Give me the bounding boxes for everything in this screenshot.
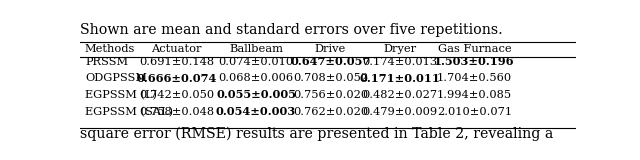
Text: 0.762±0.020: 0.762±0.020 [293,107,368,117]
Text: 0.174±0.013: 0.174±0.013 [362,57,438,67]
Text: 0.171±0.011: 0.171±0.011 [360,73,440,84]
Text: 0.055±0.005: 0.055±0.005 [216,89,296,100]
Text: 0.647±0.057: 0.647±0.057 [291,56,371,67]
Text: EGPSSM (L): EGPSSM (L) [85,90,157,100]
Text: 0.068±0.006: 0.068±0.006 [218,73,294,83]
Text: 0.074±0.010: 0.074±0.010 [218,57,294,67]
Text: Drive: Drive [315,44,346,54]
Text: 0.758±0.048: 0.758±0.048 [139,107,214,117]
Text: 0.742±0.050: 0.742±0.050 [139,90,214,100]
Text: Methods: Methods [85,44,135,54]
Text: PRSSM: PRSSM [85,57,128,67]
Text: ODGPSSM: ODGPSSM [85,73,147,83]
Text: 0.708±0.052: 0.708±0.052 [293,73,368,83]
Text: 1.704±0.560: 1.704±0.560 [436,73,512,83]
Text: 0.479±0.009: 0.479±0.009 [362,107,438,117]
Text: 1.994±0.085: 1.994±0.085 [436,90,512,100]
Text: 0.756±0.020: 0.756±0.020 [293,90,368,100]
Text: Shown are mean and standard errors over five repetitions.: Shown are mean and standard errors over … [80,23,503,37]
Text: square error (RMSE) results are presented in Table 2, revealing a: square error (RMSE) results are presente… [80,127,553,141]
Text: Actuator: Actuator [152,44,202,54]
Text: 0.691±0.148: 0.691±0.148 [139,57,214,67]
Text: Ballbeam: Ballbeam [229,44,283,54]
Text: 2.010±0.071: 2.010±0.071 [436,107,512,117]
Text: Gas Furnace: Gas Furnace [438,44,511,54]
Text: 0.666±0.074: 0.666±0.074 [136,73,217,84]
Text: 0.054±0.003: 0.054±0.003 [216,106,296,117]
Text: Dryer: Dryer [383,44,417,54]
Text: 0.482±0.027: 0.482±0.027 [362,90,438,100]
Text: EGPSSM (SAL): EGPSSM (SAL) [85,106,173,117]
Text: 1.503±0.196: 1.503±0.196 [434,56,515,67]
